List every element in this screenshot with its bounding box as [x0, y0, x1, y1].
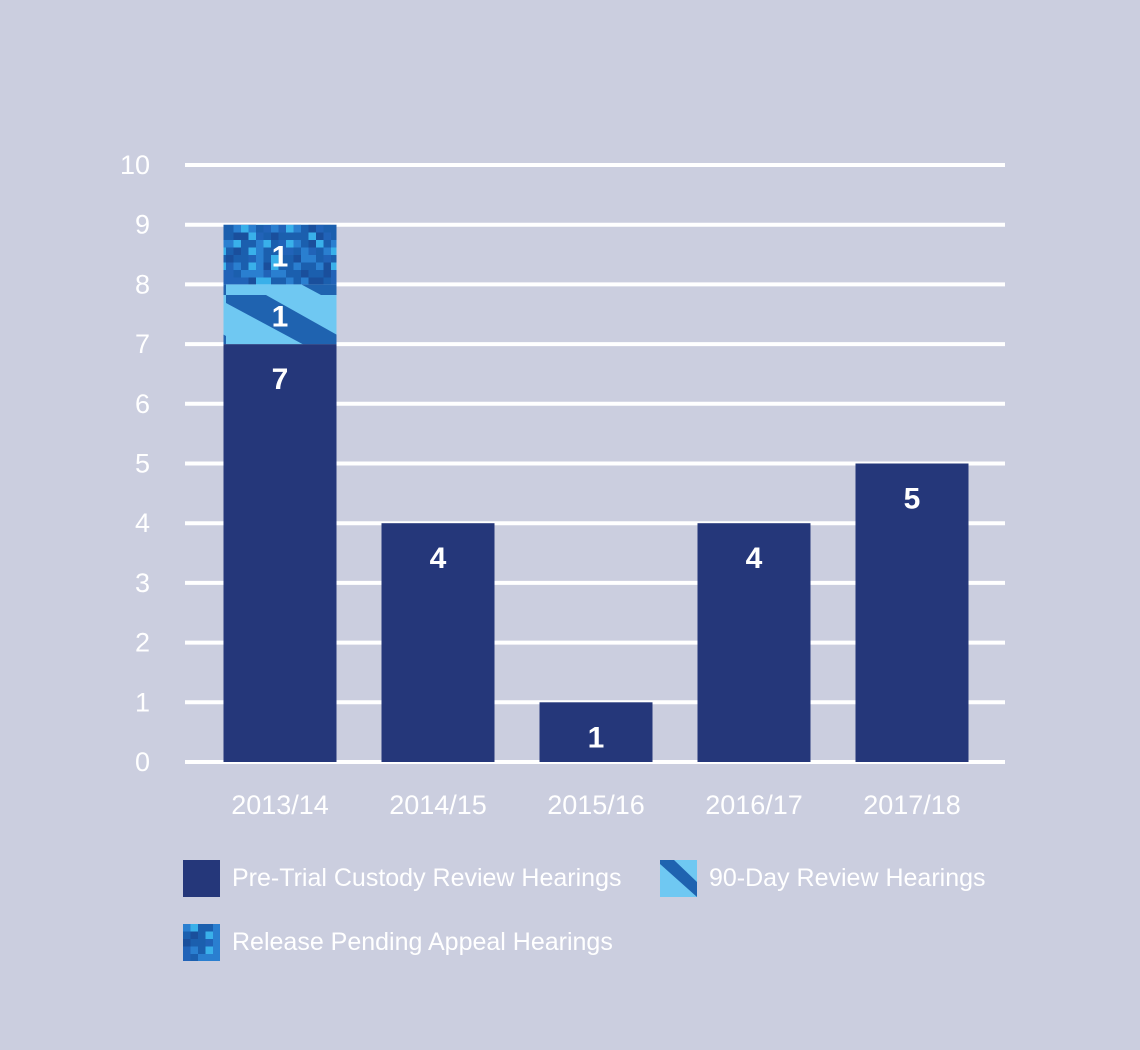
y-tick-label: 5	[135, 449, 150, 479]
legend-swatch-release-pending	[183, 924, 220, 961]
data-label: 4	[430, 542, 447, 575]
bar-90-day	[223, 284, 337, 345]
y-tick-label: 6	[135, 389, 150, 419]
x-tick-label: 2017/18	[863, 790, 961, 820]
y-tick-label: 2	[135, 628, 150, 658]
legend-item-release-pending: Release Pending Appeal Hearings	[183, 924, 613, 961]
data-label: 1	[272, 300, 289, 333]
legend-label-90-day: 90-Day Review Hearings	[709, 864, 986, 892]
bar-release-pending	[223, 224, 337, 285]
y-tick-label: 3	[135, 568, 150, 598]
x-tick-label: 2015/16	[547, 790, 645, 820]
y-tick-label: 8	[135, 269, 150, 299]
data-label: 1	[272, 241, 289, 274]
y-tick-label: 7	[135, 329, 150, 359]
legend-label-release-pending: Release Pending Appeal Hearings	[232, 928, 613, 956]
legend-label-pre-trial: Pre-Trial Custody Review Hearings	[232, 864, 622, 892]
legend-swatch-pre-trial	[183, 860, 220, 897]
bar-pre-trial	[381, 523, 495, 762]
bar-pre-trial	[539, 702, 653, 762]
data-label: 4	[746, 542, 763, 575]
legend-swatch-90-day	[660, 860, 697, 897]
y-tick-label: 4	[135, 508, 150, 538]
y-tick-label: 0	[135, 747, 150, 777]
legend-item-90-day: 90-Day Review Hearings	[660, 860, 986, 897]
data-label: 1	[588, 721, 605, 754]
y-tick-label: 9	[135, 210, 150, 240]
y-tick-label: 10	[120, 150, 150, 180]
x-tick-label: 2014/15	[389, 790, 487, 820]
y-tick-label: 1	[135, 687, 150, 717]
x-tick-label: 2013/14	[231, 790, 329, 820]
bar-pre-trial	[223, 344, 337, 762]
data-label: 5	[904, 483, 921, 516]
bar-pre-trial	[855, 463, 969, 762]
bar-pre-trial	[697, 523, 811, 762]
legend-item-pre-trial: Pre-Trial Custody Review Hearings	[183, 860, 621, 897]
x-tick-label: 2016/17	[705, 790, 803, 820]
data-label: 7	[272, 363, 289, 396]
